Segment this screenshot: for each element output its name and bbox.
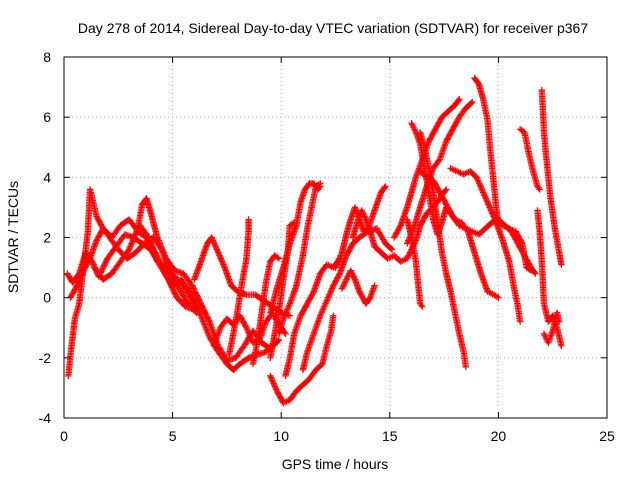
x-tick-label: 15	[382, 428, 398, 444]
series-markers	[338, 267, 378, 307]
series-markers	[249, 252, 283, 368]
x-tick-label: 10	[273, 428, 289, 444]
series-arc-29	[538, 86, 565, 268]
series-markers	[225, 216, 252, 358]
x-tick-label: 20	[491, 428, 507, 444]
series-markers	[275, 180, 324, 337]
data-series	[64, 74, 565, 407]
series-arc-13	[267, 312, 337, 407]
axis-ticks	[63, 56, 608, 419]
x-axis-label: GPS time / hours	[282, 456, 389, 472]
y-tick-label: 0	[43, 290, 51, 306]
y-tick-labels: -4 -2 0 2 4 6 8	[39, 49, 52, 426]
y-axis-label: SDTVAR / TECUs	[5, 181, 21, 293]
x-tick-label: 25	[599, 428, 615, 444]
y-tick-label: 6	[43, 109, 51, 125]
series-markers	[404, 216, 426, 310]
series-markers	[516, 126, 543, 193]
grid-lines	[64, 57, 607, 418]
series-arc-15	[299, 225, 396, 374]
y-tick-label: 2	[43, 230, 51, 246]
series-arc-9	[249, 252, 283, 368]
series-markers	[471, 74, 535, 274]
x-tick-labels: 0 5 10 15 20 25	[60, 428, 615, 444]
y-tick-label: 4	[43, 169, 51, 185]
series-arc-27	[516, 126, 543, 193]
y-tick-label: -4	[39, 410, 52, 426]
y-tick-label: 8	[43, 49, 51, 65]
series-markers	[267, 312, 337, 407]
chart-title: Day 278 of 2014, Sidereal Day-to-day VTE…	[78, 20, 588, 36]
series-markers	[267, 180, 324, 316]
series-arc-12	[275, 180, 324, 337]
series-arc-14	[282, 255, 343, 380]
series-arc-24	[417, 129, 469, 371]
x-tick-label: 0	[60, 428, 68, 444]
series-arc-8	[225, 216, 252, 358]
series-markers	[417, 129, 469, 371]
series-arc-11	[267, 180, 324, 316]
x-tick-label: 5	[169, 428, 177, 444]
series-markers	[538, 86, 565, 268]
series-arc-30	[540, 309, 563, 346]
series-markers	[282, 255, 343, 380]
series-arc-17	[338, 267, 378, 307]
series-arc-26	[471, 74, 535, 274]
series-arc-28	[534, 207, 565, 349]
series-markers	[540, 309, 563, 346]
series-markers	[534, 207, 565, 349]
series-arc-23	[404, 216, 426, 310]
series-markers	[299, 225, 396, 374]
y-tick-label: -2	[39, 350, 52, 366]
